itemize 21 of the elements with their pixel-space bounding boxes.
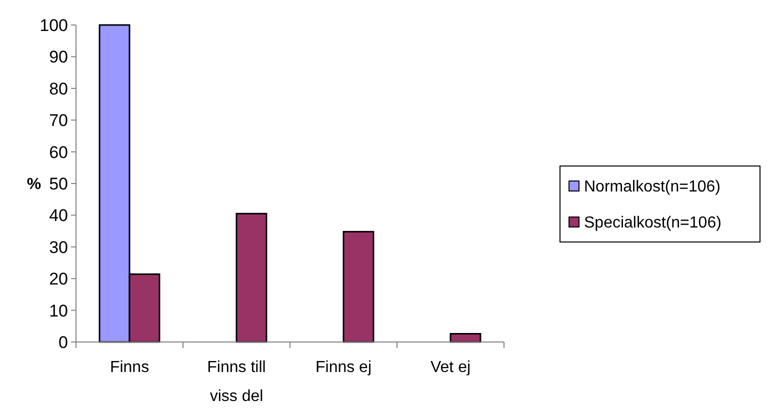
bar — [450, 333, 482, 343]
y-tick-label: 100 — [40, 16, 68, 35]
legend-label: Specialkost(n=106) — [584, 214, 722, 232]
x-tick-label: Finns till viss del — [207, 359, 266, 405]
x-tick-label: Vet ej — [430, 359, 471, 376]
y-tick-label: 80 — [49, 79, 68, 98]
y-axis-title: % — [26, 176, 42, 194]
y-tick-label: 0 — [58, 332, 68, 352]
y-tick-label: 90 — [49, 48, 68, 67]
y-tick-label: 60 — [49, 142, 68, 162]
y-tick-label: 50 — [49, 174, 68, 194]
x-tick-label: Finns — [110, 359, 150, 376]
y-tick-label: 20 — [49, 270, 68, 289]
bar — [342, 230, 374, 343]
x-tick-label: Finns ej — [315, 359, 372, 376]
legend-label: Normalkost(n=106) — [584, 178, 720, 196]
y-tick-label: 10 — [49, 301, 68, 320]
bar — [236, 212, 268, 343]
y-tick-label: 40 — [49, 206, 68, 226]
y-tick-label: 70 — [49, 111, 68, 130]
y-tick-label: 30 — [49, 238, 68, 257]
